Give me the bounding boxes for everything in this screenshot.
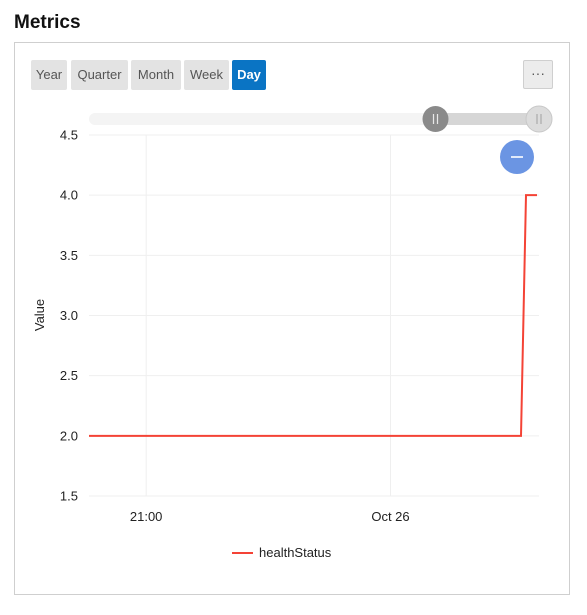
y-tick-label: 2.5 bbox=[60, 368, 78, 383]
range-year-button[interactable]: Year bbox=[31, 60, 67, 90]
page-title: Metrics bbox=[14, 12, 81, 33]
range-week-button[interactable]: Week bbox=[184, 60, 229, 90]
y-tick-label: 4.0 bbox=[60, 188, 78, 203]
range-month-button[interactable]: Month bbox=[131, 60, 181, 90]
grip-icon bbox=[536, 114, 542, 124]
slider-right-handle[interactable] bbox=[525, 105, 553, 133]
y-gridlines bbox=[89, 134, 539, 497]
y-tick-label: 4.5 bbox=[60, 128, 78, 143]
y-tick-label: 3.5 bbox=[60, 248, 78, 263]
slider-selected-range bbox=[435, 113, 539, 125]
y-tick-label: 2.0 bbox=[60, 428, 78, 443]
series-line-healthStatus bbox=[89, 194, 537, 437]
y-tick-label: 1.5 bbox=[60, 489, 78, 504]
zoom-slider[interactable] bbox=[89, 105, 553, 133]
x-axis: 21:00 Oct 26 bbox=[130, 509, 410, 524]
y-axis: 1.5 2.0 2.5 3.0 3.5 4.0 4.5 bbox=[60, 128, 78, 504]
chart: 1.52.02.53.03.54.04.5 Value 21:00 Oct 26 … bbox=[32, 105, 553, 560]
more-options-button[interactable]: ··· bbox=[523, 60, 553, 89]
legend: healthStatus bbox=[232, 545, 332, 560]
range-quarter-button[interactable]: Quarter bbox=[71, 60, 128, 90]
x-tick-label: Oct 26 bbox=[371, 509, 409, 524]
legend-label: healthStatus bbox=[259, 545, 332, 560]
reset-zoom-button[interactable] bbox=[500, 140, 534, 174]
range-day-button[interactable]: Day bbox=[232, 60, 266, 90]
grip-icon bbox=[432, 114, 439, 124]
x-tick-label: 21:00 bbox=[130, 509, 163, 524]
y-axis-title: Value bbox=[32, 299, 47, 331]
slider-left-handle[interactable] bbox=[422, 106, 449, 132]
metrics-panel: Year Quarter Month Week Day ··· bbox=[14, 42, 570, 595]
y-tick-label: 3.0 bbox=[60, 308, 78, 323]
